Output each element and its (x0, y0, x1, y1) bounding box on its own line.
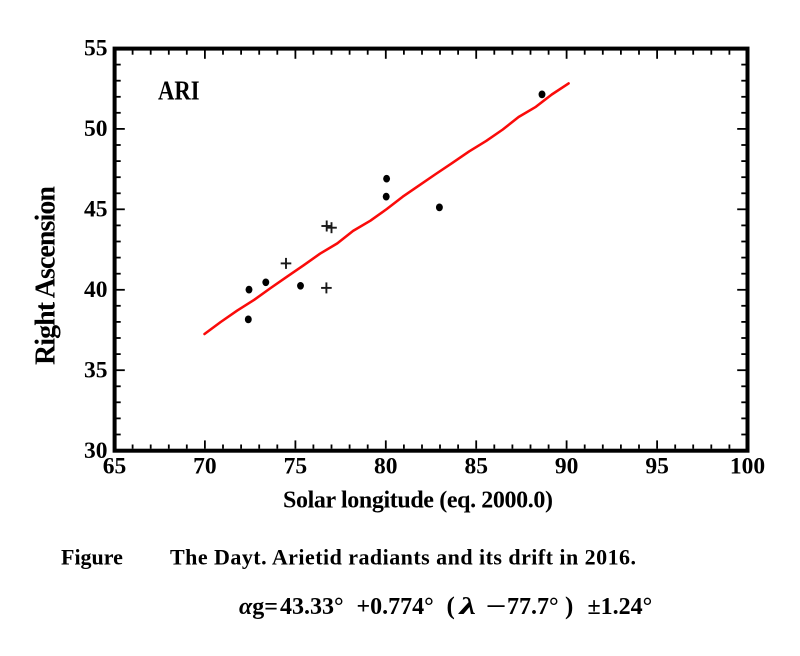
svg-text:ARI: ARI (158, 75, 200, 106)
svg-text:Figure: Figure (61, 545, 123, 570)
svg-text:85: 85 (464, 454, 488, 480)
svg-text:80: 80 (374, 454, 398, 480)
svg-text:100: 100 (730, 454, 765, 480)
svg-text:90: 90 (555, 454, 579, 480)
svg-text:50: 50 (84, 116, 108, 142)
svg-text:30: 30 (84, 438, 108, 464)
svg-text:35: 35 (84, 357, 108, 383)
svg-text:45: 45 (84, 197, 108, 223)
svg-text:40: 40 (84, 277, 108, 303)
svg-text:65: 65 (103, 454, 127, 480)
svg-text:αg=43.33°+0.774°(λ−77.7°)±1.24: αg=43.33° +0.774°(λ −77.7°) ±1.24° (239, 593, 652, 620)
svg-text:55: 55 (84, 36, 108, 62)
svg-text:75: 75 (284, 454, 308, 480)
svg-text:Right Ascension: Right Ascension (31, 186, 62, 365)
svg-text:The Dayt. Arietid radiants and: The Dayt. Arietid radiants and its drift… (170, 545, 636, 570)
svg-text:95: 95 (645, 454, 669, 480)
svg-text:70: 70 (193, 454, 217, 480)
svg-text:Solar longitude (eq. 2000.0): Solar longitude (eq. 2000.0) (283, 488, 553, 514)
